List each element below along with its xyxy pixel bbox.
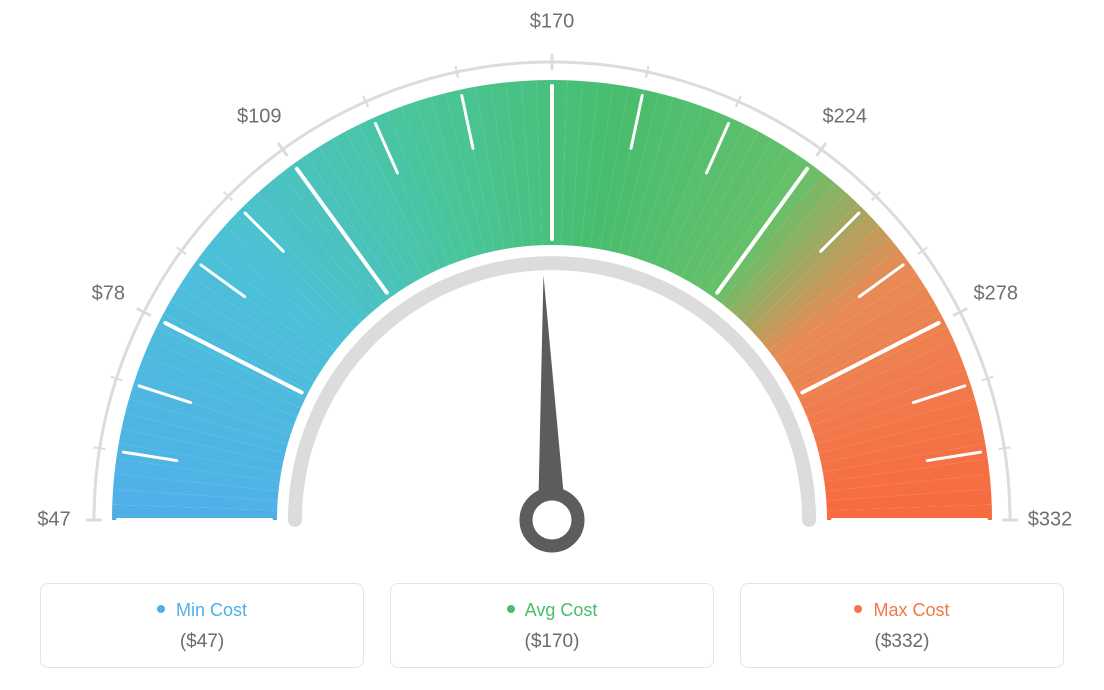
legend-label-text: Max Cost	[873, 600, 949, 620]
legend-value-avg: ($170)	[401, 631, 703, 653]
legend-card-max: Max Cost ($332)	[740, 583, 1064, 668]
dot-icon	[507, 605, 515, 613]
legend-value-max: ($332)	[751, 631, 1053, 653]
legend-label-min: Min Cost	[51, 600, 353, 621]
legend-card-min: Min Cost ($47)	[40, 583, 364, 668]
gauge-chart: $47 $78 $109 $170 $224 $278 $332	[0, 0, 1104, 560]
gauge-tick-label: $109	[237, 106, 282, 129]
legend-value-min: ($47)	[51, 631, 353, 653]
gauge-svg	[0, 0, 1104, 560]
dot-icon	[854, 605, 862, 613]
gauge-tick-label: $332	[1028, 509, 1073, 532]
legend-card-avg: Avg Cost ($170)	[390, 583, 714, 668]
legend-label-text: Avg Cost	[525, 600, 598, 620]
gauge-tick-label: $47	[37, 509, 70, 532]
gauge-tick-label: $78	[92, 282, 125, 305]
legend-label-text: Min Cost	[176, 600, 247, 620]
gauge-tick-label: $278	[973, 282, 1018, 305]
dot-icon	[157, 605, 165, 613]
gauge-tick-label: $224	[822, 106, 867, 129]
legend-label-max: Max Cost	[751, 600, 1053, 621]
gauge-tick-label: $170	[530, 11, 575, 34]
legend-label-avg: Avg Cost	[401, 600, 703, 621]
legend-row: Min Cost ($47) Avg Cost ($170) Max Cost …	[40, 583, 1064, 668]
